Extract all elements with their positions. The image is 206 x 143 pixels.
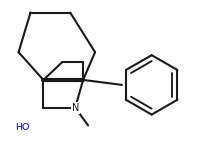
Text: N: N — [71, 103, 79, 113]
Text: HO: HO — [15, 123, 30, 132]
